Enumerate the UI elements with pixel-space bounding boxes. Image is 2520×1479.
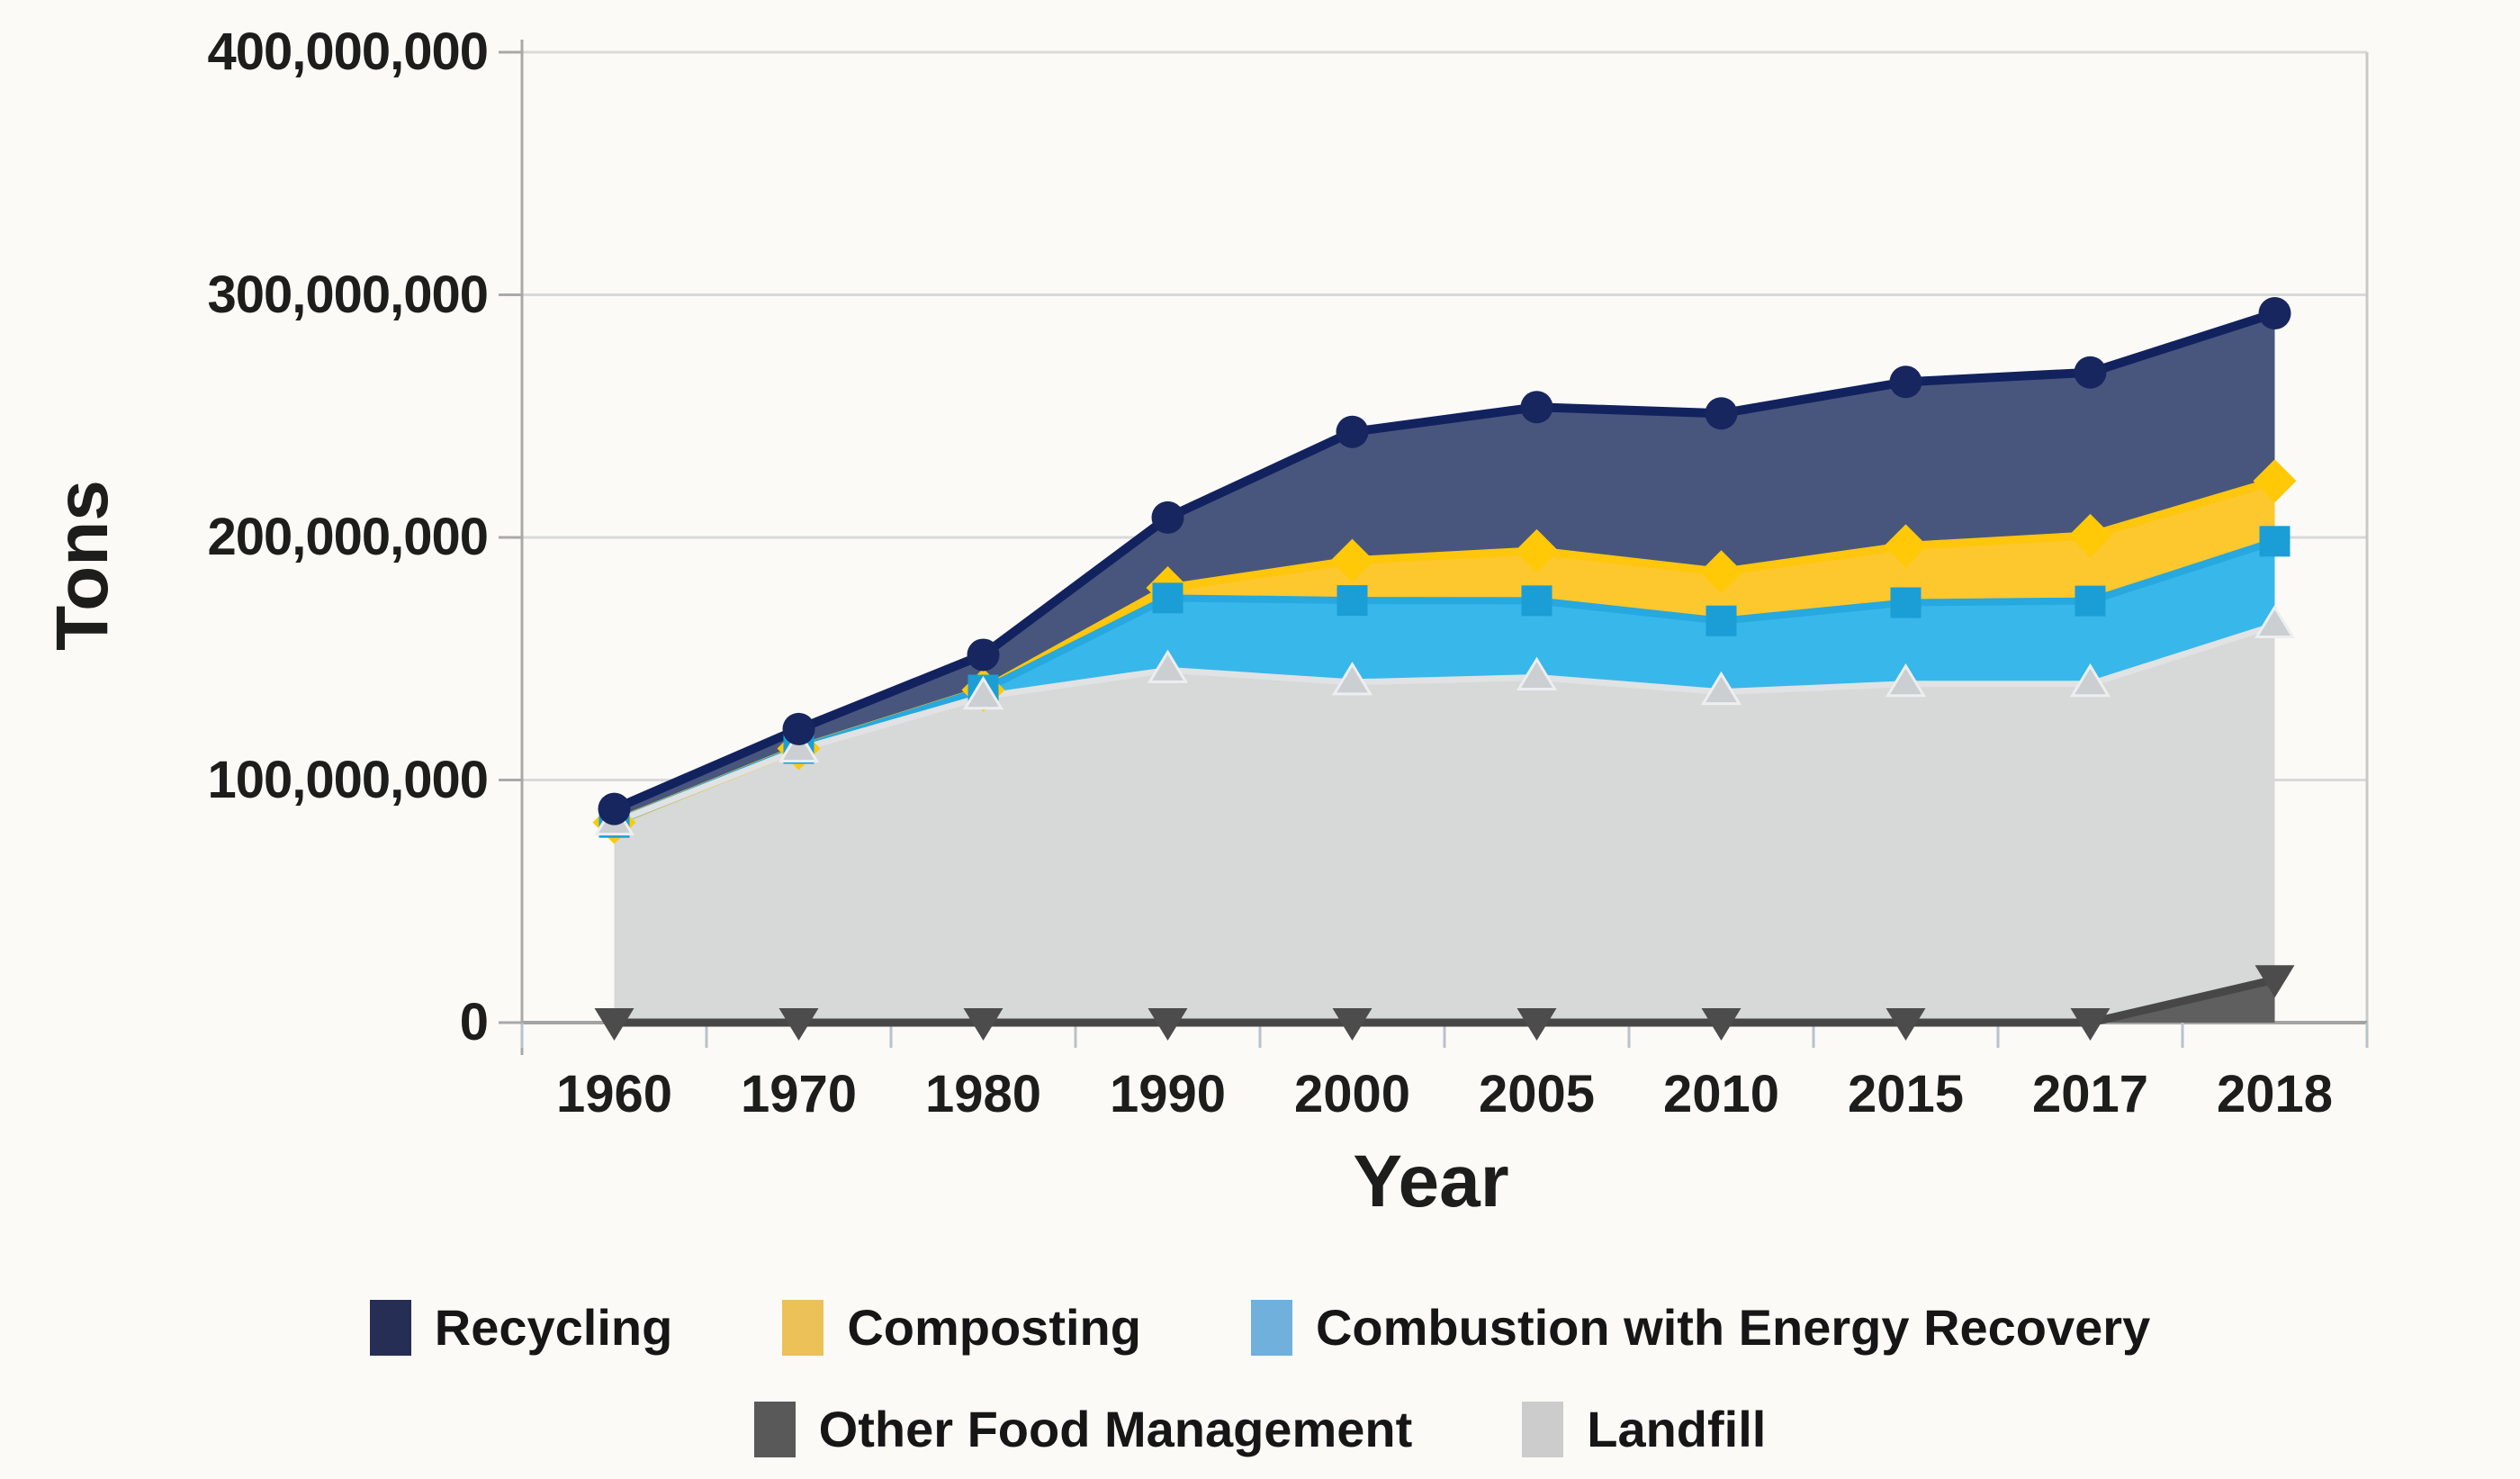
marker-recycling xyxy=(1151,501,1184,534)
legend-swatch-combustion-with-energy-recovery xyxy=(1250,1299,1292,1356)
marker-landfill xyxy=(1885,663,1927,698)
legend-row: Other Food Management Landfill xyxy=(753,1400,1766,1458)
marker-landfill xyxy=(962,675,1004,710)
legend-item-combustion-with-energy-recovery: Combustion with Energy Recovery xyxy=(1250,1298,2151,1357)
legend-item-landfill: Landfill xyxy=(1522,1400,1766,1458)
y-tick-label: 400,000,000 xyxy=(207,23,489,81)
marker-recycling xyxy=(1520,391,1553,424)
legend-item-recycling: Recycling xyxy=(369,1298,673,1357)
x-tick-label: 1980 xyxy=(924,1065,1042,1123)
marker-recycling xyxy=(1705,397,1738,430)
marker-other-food-management xyxy=(1701,1008,1742,1041)
marker-landfill xyxy=(778,728,820,763)
marker-recycling xyxy=(782,712,815,745)
marker-composting xyxy=(1330,538,1374,582)
legend-label: Recycling xyxy=(434,1299,673,1356)
x-tick-label: 2010 xyxy=(1662,1065,1780,1123)
legend-item-other-food-management: Other Food Management xyxy=(753,1400,1413,1458)
line-recycling xyxy=(609,308,2280,814)
marker-recycling xyxy=(598,792,631,825)
marker-other-food-management xyxy=(594,1008,634,1041)
marker-combustion-with-energy-recovery xyxy=(2259,526,2290,557)
legend-row: Recycling Composting Combustion with Energ… xyxy=(369,1298,2151,1357)
legend-label: Landfill xyxy=(1587,1401,1767,1457)
line-other-food-management xyxy=(610,975,2279,1027)
marker-composting xyxy=(2068,513,2112,557)
y-tick-label: 0 xyxy=(459,993,489,1051)
legend-swatch-recycling xyxy=(369,1299,411,1356)
y-tick-label: 300,000,000 xyxy=(207,265,489,324)
area-landfill xyxy=(614,625,2275,1023)
x-tick-label: 1970 xyxy=(740,1065,858,1123)
marker-combustion-with-energy-recovery xyxy=(1706,605,1737,636)
marker-combustion-with-energy-recovery xyxy=(1152,582,1184,614)
legend-item-composting: Composting xyxy=(782,1298,1141,1357)
marker-other-food-management xyxy=(1148,1008,1188,1041)
legend-swatch-composting xyxy=(782,1299,824,1356)
marker-recycling xyxy=(1336,415,1369,448)
marker-landfill xyxy=(1147,649,1189,683)
marker-recycling xyxy=(1889,365,1922,399)
legend-label: Composting xyxy=(847,1299,1141,1356)
marker-landfill xyxy=(1700,671,1742,706)
x-axis-title: Year xyxy=(1353,1141,1509,1222)
marker-other-food-management xyxy=(2254,965,2295,998)
marker-other-food-management xyxy=(1886,1008,1926,1041)
marker-combustion-with-energy-recovery xyxy=(2074,585,2106,617)
marker-combustion-with-energy-recovery xyxy=(1336,585,1368,617)
marker-landfill xyxy=(2069,663,2111,698)
legend: Recycling Composting Combustion with Energ… xyxy=(0,1298,2520,1458)
x-tick-label: 2018 xyxy=(2216,1065,2334,1123)
legend-label: Other Food Management xyxy=(818,1401,1413,1457)
x-tick-label: 2017 xyxy=(2031,1065,2149,1123)
legend-swatch-landfill xyxy=(1522,1401,1564,1457)
y-axis-title: Tons xyxy=(41,480,123,651)
line-landfill xyxy=(611,622,2278,826)
x-tick-label: 1990 xyxy=(1109,1065,1227,1123)
marker-recycling xyxy=(967,638,1000,672)
marker-composting xyxy=(2253,459,2297,503)
marker-other-food-management xyxy=(963,1008,1004,1041)
y-tick-label: 200,000,000 xyxy=(207,508,489,566)
x-tick-label: 2005 xyxy=(1478,1065,1596,1123)
marker-landfill xyxy=(1516,656,1558,691)
marker-combustion-with-energy-recovery xyxy=(1890,587,1922,618)
marker-other-food-management xyxy=(1332,1008,1372,1041)
marker-landfill xyxy=(2254,604,2296,639)
marker-other-food-management xyxy=(2070,1008,2110,1041)
marker-composting xyxy=(1699,550,1743,594)
marker-recycling xyxy=(2258,296,2291,329)
line-combustion-with-energy-recovery xyxy=(610,537,2279,826)
x-tick-label: 1960 xyxy=(555,1065,673,1123)
marker-composting xyxy=(1515,528,1559,573)
marker-other-food-management xyxy=(778,1008,819,1041)
marker-combustion-with-energy-recovery xyxy=(1521,585,1552,617)
marker-landfill xyxy=(1331,661,1373,696)
legend-label: Combustion with Energy Recovery xyxy=(1315,1299,2151,1356)
marker-recycling xyxy=(2074,356,2107,389)
legend-swatch-other-food-management xyxy=(753,1401,796,1457)
y-tick-label: 100,000,000 xyxy=(207,750,489,809)
x-tick-label: 2000 xyxy=(1293,1065,1411,1123)
marker-composting xyxy=(1884,524,1928,568)
marker-other-food-management xyxy=(1516,1008,1557,1041)
x-tick-label: 2015 xyxy=(1847,1065,1965,1123)
